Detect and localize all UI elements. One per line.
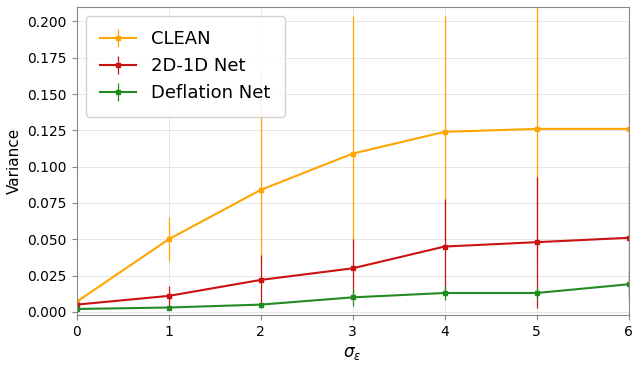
Y-axis label: Variance: Variance bbox=[7, 128, 22, 194]
X-axis label: $\sigma_\varepsilon$: $\sigma_\varepsilon$ bbox=[344, 344, 362, 362]
Legend: CLEAN, 2D-1D Net, Deflation Net: CLEAN, 2D-1D Net, Deflation Net bbox=[86, 16, 285, 117]
